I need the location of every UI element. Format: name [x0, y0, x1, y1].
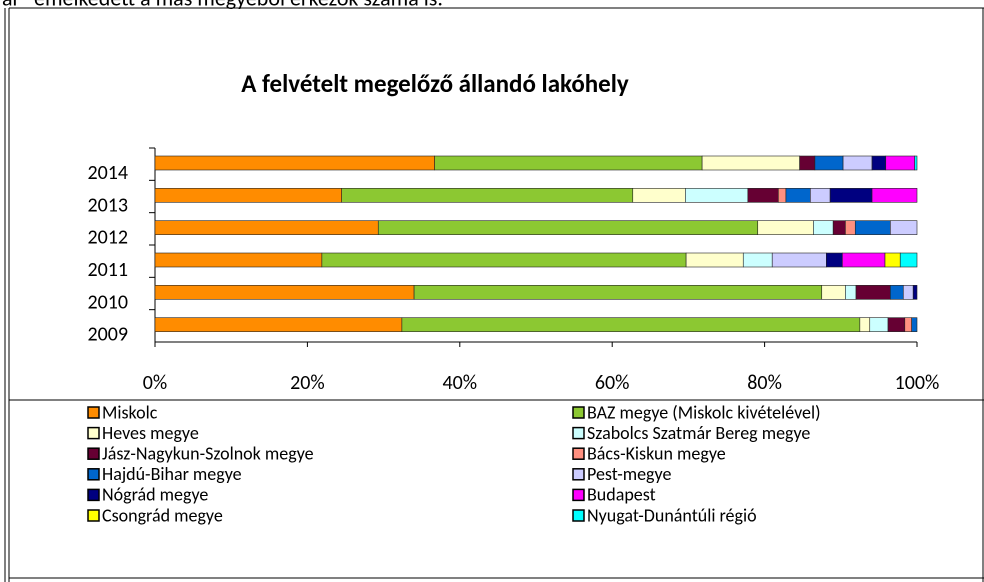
- bar-segment: [854, 220, 891, 235]
- bar-segment: [911, 317, 918, 332]
- bar-segment: [871, 155, 887, 171]
- bar-segment: [832, 220, 846, 235]
- bar-segment: [154, 317, 403, 332]
- y-tick-label: 2012: [87, 226, 128, 250]
- bar-segment: [321, 252, 687, 268]
- bar-segment: [902, 285, 914, 300]
- bar-segment: [855, 285, 891, 300]
- x-tick-label: 100%: [895, 371, 940, 395]
- legend-label: Nógrád megye: [102, 484, 208, 506]
- bar-segment: [810, 188, 831, 203]
- bar-segment: [842, 252, 886, 268]
- bar-segment: [859, 317, 871, 332]
- legend-swatch: [87, 509, 100, 522]
- legend-label: Nyugat-Dunántúli régió: [587, 504, 757, 526]
- bar-segment: [904, 317, 912, 332]
- legend-label: Hajdú-Bihar megye: [102, 463, 242, 485]
- bar-segment: [829, 188, 873, 203]
- x-tick-label: 0%: [143, 371, 167, 395]
- legend-swatch: [572, 447, 585, 460]
- bar-segment: [778, 188, 787, 203]
- legend-swatch: [87, 426, 100, 440]
- bar-segment: [154, 252, 323, 268]
- bar-segment: [845, 285, 857, 300]
- bar-segment: [757, 220, 814, 235]
- bar-segment: [799, 155, 816, 171]
- y-tick-label: 2013: [87, 193, 128, 217]
- legend-swatch: [87, 447, 100, 460]
- bar-segment: [154, 220, 379, 235]
- y-tick-label: 2011: [87, 258, 128, 282]
- x-tick-label: 20%: [290, 371, 325, 395]
- legend-swatch: [572, 426, 585, 440]
- bar-segment: [377, 220, 759, 235]
- bar-segment: [785, 188, 811, 203]
- bar-segment: [154, 285, 415, 300]
- bar-segment: [742, 252, 773, 268]
- bar-segment: [401, 317, 861, 332]
- bar-segment: [632, 188, 686, 203]
- legend-label: Csongrád megye: [102, 504, 223, 526]
- legend-label: Budapest: [587, 484, 656, 506]
- legend-swatch: [572, 509, 585, 522]
- bar-segment: [887, 317, 906, 332]
- legend-label: Bács-Kiskun megye: [587, 442, 726, 464]
- legend-swatch: [572, 406, 585, 419]
- bar-segment: [884, 252, 901, 268]
- legend-label: Jász-Nagykun-Szolnok megye: [102, 442, 314, 464]
- legend-label: Pest-megye: [587, 463, 671, 485]
- legend-swatch: [87, 488, 100, 502]
- bar-segment: [685, 252, 744, 268]
- bar-segment: [899, 252, 918, 268]
- bar-segment: [434, 155, 703, 171]
- bar-segment: [154, 155, 435, 171]
- bar-segment: [890, 285, 904, 300]
- chart-title: A felvételt megelőző állandó lakóhely: [241, 68, 629, 99]
- bar-segment: [912, 285, 918, 300]
- page-text: ar" emelkedett a más megyéből érkezők sz…: [2, 0, 443, 11]
- bar-segment: [914, 155, 918, 171]
- bar-segment: [871, 188, 918, 203]
- x-tick-label: 80%: [747, 371, 782, 395]
- y-tick-label: 2014: [87, 161, 128, 185]
- bar-segment: [890, 220, 918, 235]
- bar-segment: [747, 188, 779, 203]
- legend-label: Heves megye: [102, 422, 199, 444]
- y-tick-label: 2009: [87, 323, 128, 347]
- legend-label: BAZ megye (Miskolc kivételével): [587, 401, 821, 423]
- bar-segment: [821, 285, 846, 300]
- bar-segment: [826, 252, 843, 268]
- legend-swatch: [87, 468, 100, 481]
- x-tick-label: 60%: [595, 371, 630, 395]
- bar-segment: [154, 188, 342, 203]
- bar-segment: [813, 220, 834, 235]
- legend-label: Miskolc: [102, 401, 158, 423]
- bar-segment: [869, 317, 889, 332]
- bar-segment: [845, 220, 856, 235]
- bar-segment: [685, 188, 749, 203]
- legend-swatch: [572, 488, 585, 502]
- bar-segment: [341, 188, 634, 203]
- bar-segment: [413, 285, 823, 300]
- legend-swatch: [572, 468, 585, 481]
- y-tick-label: 2010: [87, 290, 128, 314]
- bar-segment: [771, 252, 827, 268]
- bar-segment: [814, 155, 844, 171]
- bar-segment: [842, 155, 873, 171]
- legend-swatch: [87, 406, 100, 419]
- x-tick-label: 40%: [443, 371, 478, 395]
- bar-segment: [885, 155, 916, 171]
- legend-label: Szabolcs Szatmár Bereg megye: [587, 422, 810, 444]
- bar-segment: [701, 155, 800, 171]
